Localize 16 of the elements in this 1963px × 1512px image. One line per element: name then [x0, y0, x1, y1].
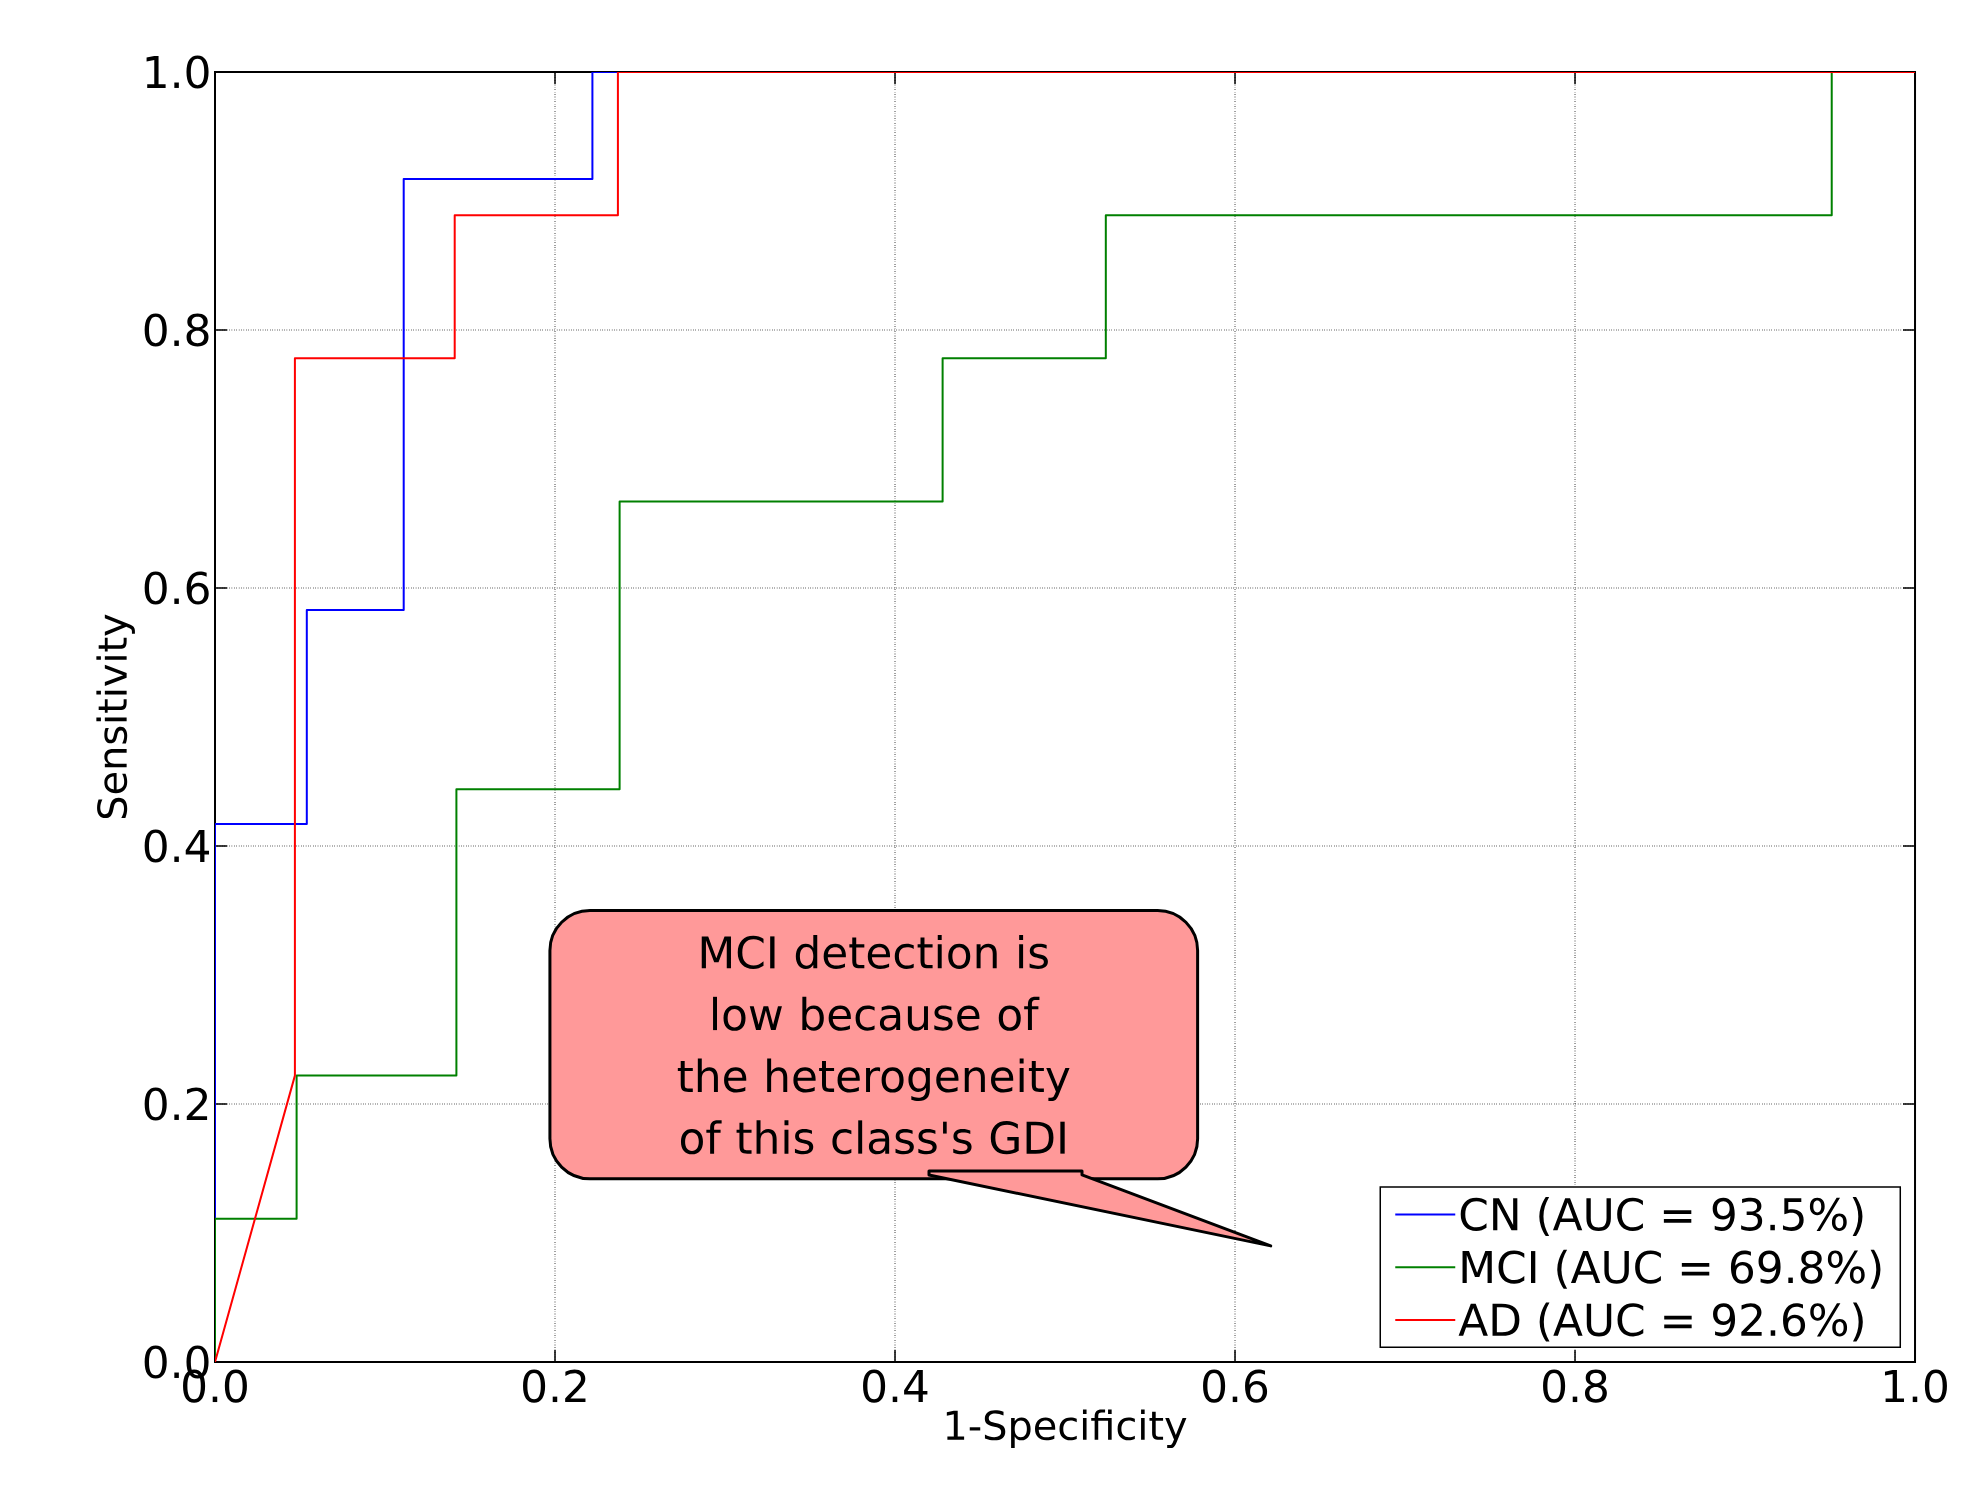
y-tick-label: 0.8: [144, 313, 209, 347]
y-tick-label: 0.4: [144, 829, 210, 863]
legend-label: MCI (AUC = 69.8%): [1462, 1249, 1881, 1289]
x-tick-label: 0.6: [1203, 1369, 1268, 1403]
y-tick-label: 1.0: [146, 55, 209, 89]
y-axis-title: Sensitivity: [96, 614, 135, 819]
legend-label: AD (AUC = 92.6%): [1458, 1302, 1863, 1342]
y-tick-label: 0.2: [144, 1087, 208, 1121]
x-axis-title: 1-Specificity: [946, 1409, 1187, 1449]
legend-label: CN (AUC = 93.5%): [1460, 1197, 1863, 1237]
annotation: MCI detection is low because of the heterogeneity of this class's GDI: [677, 935, 1070, 1155]
x-tick-label: 0.8: [1543, 1369, 1607, 1403]
x-tick-label: 0.2: [523, 1369, 586, 1403]
x-tick-label: 0.4: [863, 1369, 928, 1403]
y-tick-label: 0.6: [144, 571, 209, 605]
x-tick-label: 1.0: [1884, 1369, 1947, 1403]
